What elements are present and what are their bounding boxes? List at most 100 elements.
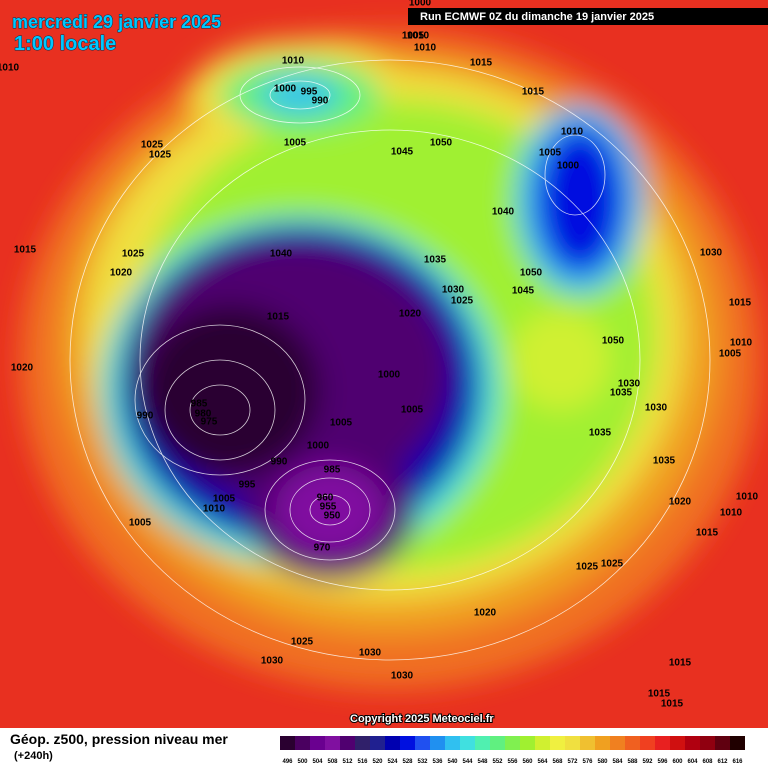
colorbar-swatch (700, 736, 715, 750)
isobar-label: 955 (320, 502, 337, 513)
isobar-label: 1005 (213, 494, 236, 505)
colorbar-swatch (460, 736, 475, 750)
colorbar-label: 612 (717, 759, 728, 765)
colorbar-swatch (550, 736, 565, 750)
colorbar-label: 508 (327, 759, 338, 765)
colorbar-swatch (400, 736, 415, 750)
colorbar-label: 536 (432, 759, 443, 765)
isobar-label: 1015 (14, 245, 37, 256)
isobar-label: 1000 (378, 370, 401, 381)
isobar-label: 1045 (512, 286, 535, 297)
isobar-label: 1025 (601, 559, 624, 570)
colorbar-swatch (610, 736, 625, 750)
isobar-label: 1020 (110, 268, 133, 279)
isobar-label: 995 (239, 480, 256, 491)
isobar-label: 960 (317, 493, 334, 504)
isobar-label: 1005 (719, 349, 742, 360)
colorbar-label: 548 (477, 759, 488, 765)
colorbar-label: 584 (612, 759, 623, 765)
isobar-label: 1050 (602, 336, 625, 347)
copyright: Copyright 2025 Meteociel.fr (350, 713, 494, 725)
colorbar-swatch (595, 736, 610, 750)
isobar-label: 1010 (0, 63, 20, 74)
isobar-label: 1035 (589, 428, 612, 439)
isobar-label: 1015 (669, 658, 692, 669)
colorbar-label: 512 (342, 759, 353, 765)
isobar-label: 1005 (539, 148, 562, 159)
colorbar-label: 580 (597, 759, 608, 765)
isobar-label: 1005 (284, 138, 307, 149)
field (0, 0, 768, 728)
isobar-label: 950 (324, 511, 341, 522)
isobar-label: 1000 (409, 0, 432, 9)
isobar-label: 1015 (696, 528, 719, 539)
isobar-label: 1025 (576, 562, 599, 573)
colorbar-label: 516 (357, 759, 368, 765)
colorbar-swatch (715, 736, 730, 750)
colorbar-label: 560 (522, 759, 533, 765)
isobar-label: 1030 (645, 403, 668, 414)
isobar-label: 1010 (407, 31, 430, 42)
colorbar-swatch (280, 736, 295, 750)
isobar-label: 1050 (430, 138, 453, 149)
colorbar-label: 608 (702, 759, 713, 765)
colorbar-label: 576 (582, 759, 593, 765)
colorbar-swatch (520, 736, 535, 750)
colorbar-swatch (415, 736, 430, 750)
isobar-label: 1030 (700, 248, 723, 259)
colorbar-swatch (340, 736, 355, 750)
title: mercredi 29 janvier 2025 (12, 12, 221, 32)
isobar-label: 1030 (391, 671, 414, 682)
field-name: Géop. z500, pression niveau mer (10, 731, 228, 747)
colorbar-label: 588 (627, 759, 638, 765)
run-info: Run ECMWF 0Z du dimanche 19 janvier 2025 (420, 11, 654, 23)
isobar-label: 990 (271, 457, 288, 468)
isobar-label: 1030 (261, 656, 284, 667)
isobar-label: 985 (324, 465, 341, 476)
isobar-label: 1035 (424, 255, 447, 266)
colorbar-swatch (325, 736, 340, 750)
isobar-label: 1000 (307, 441, 330, 452)
colorbar-swatch (355, 736, 370, 750)
isobar-label: 990 (137, 411, 154, 422)
isobar-label: 1015 (661, 699, 684, 710)
isobar-label: 1020 (474, 608, 497, 619)
colorbar-swatch (445, 736, 460, 750)
isobar-label: 1030 (618, 379, 641, 390)
isobar-label: 1035 (610, 388, 633, 399)
lead-time: (+240h) (14, 750, 53, 762)
isobar-label: 1005 (402, 31, 425, 42)
colorbar-swatch (670, 736, 685, 750)
colorbar-swatch (730, 736, 745, 750)
colorbar-label: 604 (687, 759, 698, 765)
isobar-label: 1020 (669, 497, 692, 508)
isobar-label: 1010 (282, 56, 305, 67)
colorbar-label: 532 (417, 759, 428, 765)
colorbar-swatch (295, 736, 310, 750)
colorbar-label: 540 (447, 759, 458, 765)
colorbar-label: 572 (567, 759, 578, 765)
isobar-label: 1025 (122, 249, 145, 260)
isobar-label: 995 (301, 87, 318, 98)
colorbar-label: 596 (657, 759, 668, 765)
isobar-labels: 1000100510101010101010151000995990101510… (0, 0, 759, 710)
colorbar-swatch (490, 736, 505, 750)
isobar-label: 1015 (648, 689, 671, 700)
colorbar-swatch (535, 736, 550, 750)
isobar-label: 1015 (470, 58, 493, 69)
isobar-label: 1005 (401, 405, 424, 416)
isobar-label: 1040 (270, 249, 293, 260)
isobar-label: 980 (195, 409, 212, 420)
isobar-label: 1025 (291, 637, 314, 648)
isobar-label: 1010 (736, 492, 759, 503)
colorbar-label: 544 (462, 759, 473, 765)
colorbar-label: 600 (672, 759, 683, 765)
colorbar-swatch (580, 736, 595, 750)
colorbar-label: 552 (492, 759, 503, 765)
isobar-label: 1005 (129, 518, 152, 529)
colorbar-label: 520 (372, 759, 383, 765)
isobar-label: 1025 (451, 296, 474, 307)
colorbar-swatch (430, 736, 445, 750)
